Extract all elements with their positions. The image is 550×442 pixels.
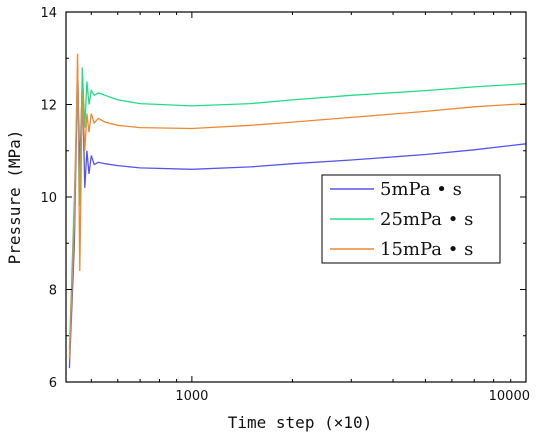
series-line-1	[68, 67, 527, 350]
y-tick-label: 8	[49, 284, 57, 299]
legend-label-2: 15mPa • s	[380, 239, 473, 260]
y-tick-label: 10	[40, 191, 57, 206]
y-tick-label: 14	[40, 6, 57, 21]
x-tick-label: 10000	[489, 389, 530, 404]
legend-label-0: 5mPa • s	[380, 179, 462, 200]
y-tick-label: 6	[49, 376, 57, 391]
x-axis-label: Time step (×10)	[228, 413, 373, 432]
plot-area	[68, 53, 527, 369]
series-line-2	[68, 53, 527, 359]
y-axis-label: Pressure (MPa)	[5, 130, 24, 265]
legend: 5mPa • s 25mPa • s 15mPa • s	[321, 174, 501, 264]
x-tick-label: 1000	[175, 389, 208, 404]
axes: 6 8 10 12 14 1000 10000	[40, 6, 530, 404]
legend-label-1: 25mPa • s	[380, 209, 473, 230]
y-tick-label: 12	[40, 99, 57, 114]
